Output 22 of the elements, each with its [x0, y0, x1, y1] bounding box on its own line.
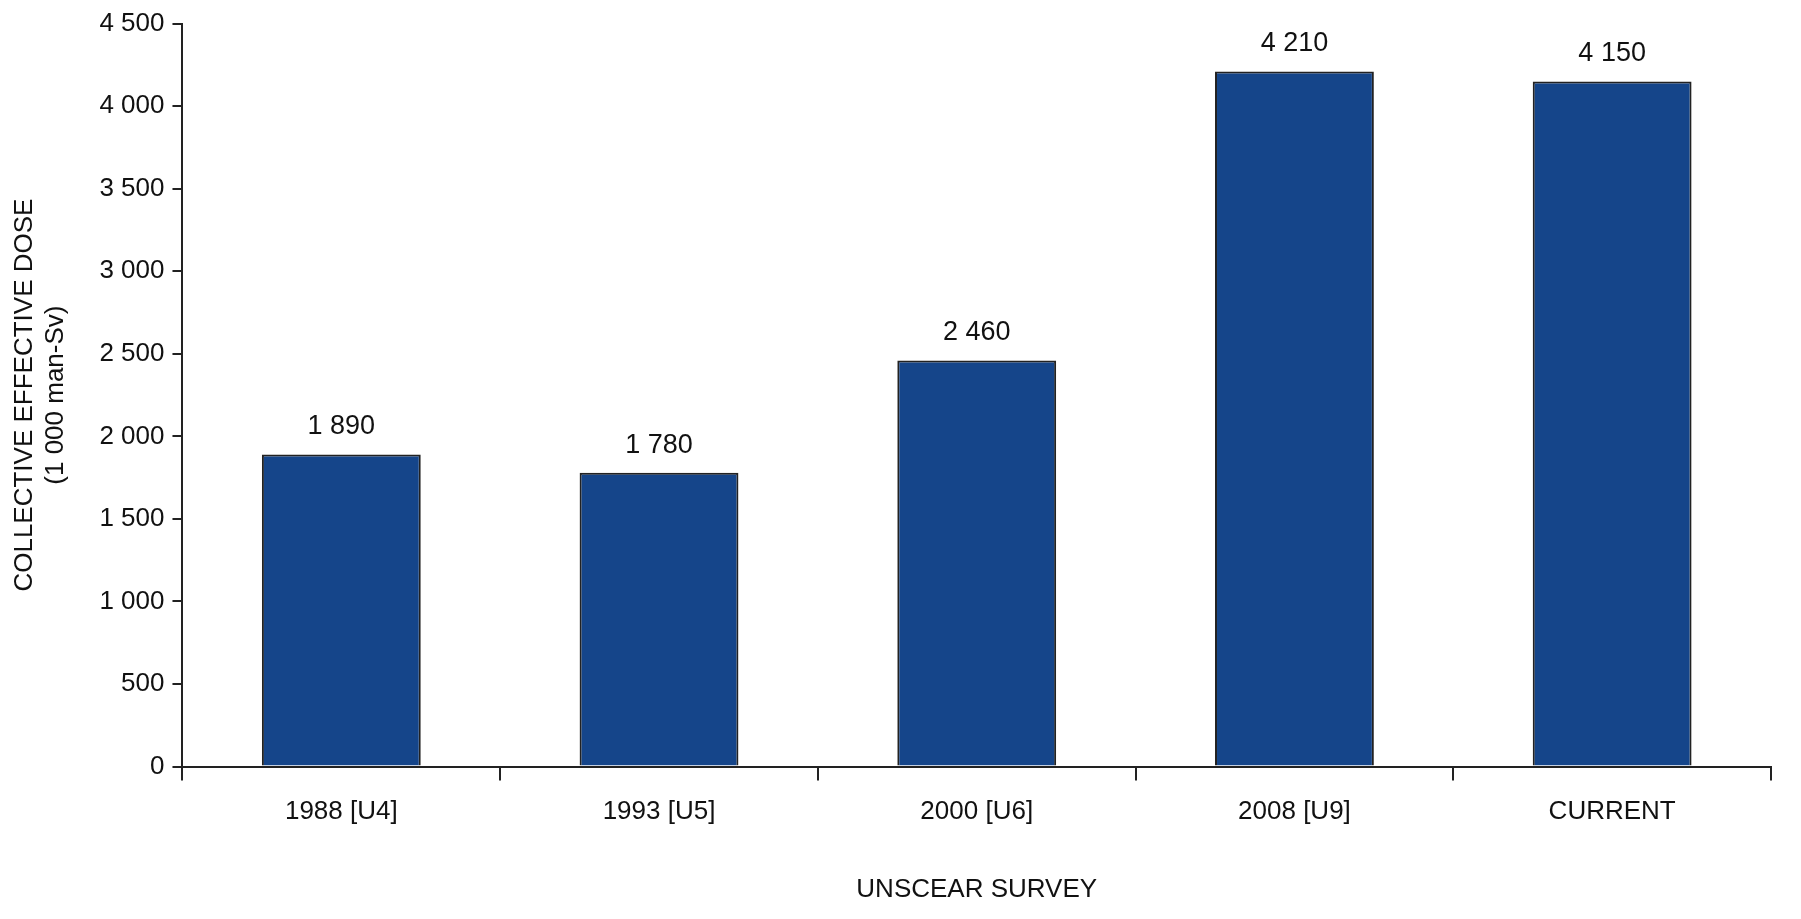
y-tick-label: 3 000 — [99, 254, 165, 285]
data-label: 1 780 — [625, 428, 693, 459]
y-tick-label: 3 500 — [99, 171, 165, 202]
x-tick-label: 2000 [U6] — [920, 795, 1034, 826]
data-label: 1 890 — [307, 410, 376, 441]
y-tick-label: 1 500 — [99, 502, 165, 533]
y-axis-title: COLLECTIVE EFFECTIVE DOSE (1 000 man-Sv) — [7, 198, 69, 592]
y-tick-label: 500 — [121, 667, 165, 698]
y-tick-label: 2 500 — [99, 336, 165, 367]
y-tick-label: 0 — [149, 749, 165, 780]
y-tick-label: 4 500 — [99, 6, 165, 37]
y-tick-label: 4 000 — [99, 89, 165, 120]
data-label: 4 150 — [1578, 37, 1646, 68]
y-tick-label: 1 000 — [99, 584, 165, 615]
x-tick-label: 1993 [U5] — [602, 795, 716, 826]
y-tick-label: 2 000 — [99, 419, 165, 450]
x-axis-title: UNSCEAR SURVEY — [856, 872, 1098, 903]
data-label: 4 210 — [1260, 27, 1329, 58]
data-label: 2 460 — [942, 316, 1011, 347]
x-tick-label: 1988 [U4] — [284, 795, 398, 826]
x-tick-label: CURRENT — [1548, 795, 1676, 826]
x-tick-label: 2008 [U9] — [1238, 795, 1351, 826]
